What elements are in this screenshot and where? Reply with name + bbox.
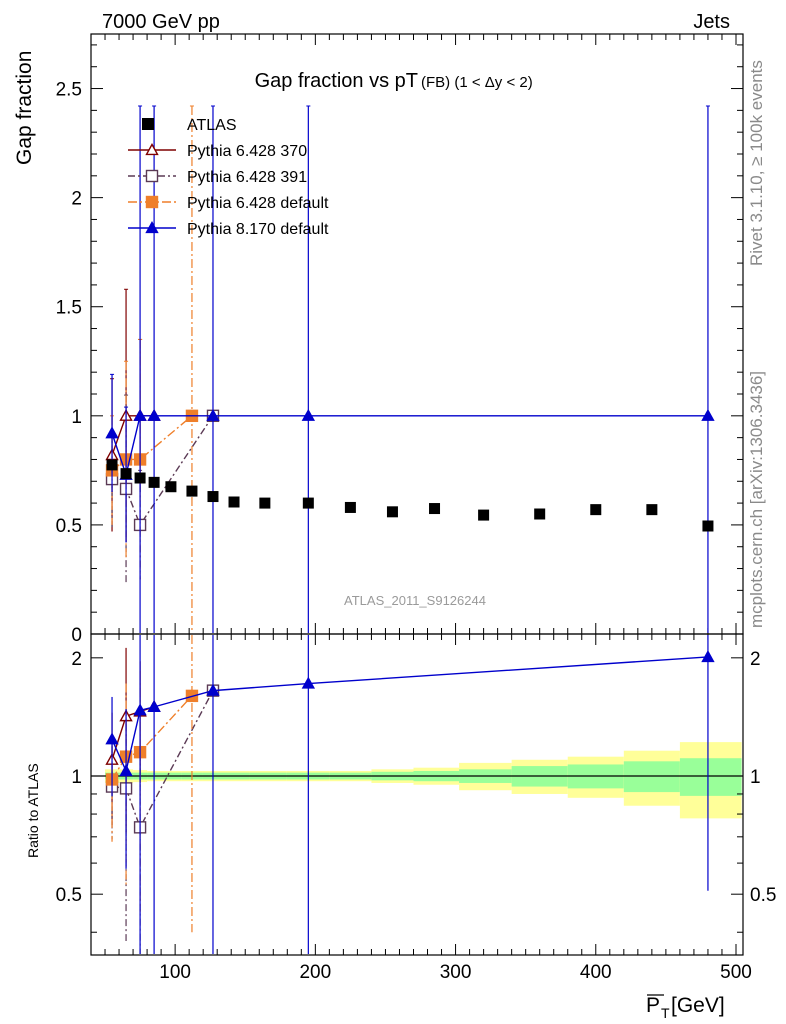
legend-label: Pythia 8.170 default — [187, 221, 329, 238]
series-layer — [105, 105, 715, 954]
series-line-ratio — [111, 656, 708, 774]
atlas-point — [207, 491, 219, 503]
inner-band-bin — [623, 761, 680, 793]
series-ratio-point — [119, 764, 133, 777]
chart-title: Gap fraction vs pT — [255, 70, 418, 92]
legend-marker — [145, 195, 159, 209]
series-point — [147, 408, 161, 421]
legend-label: Pythia 6.428 default — [187, 195, 329, 212]
series-line-ratio — [111, 706, 155, 760]
atlas-point — [702, 520, 714, 532]
series-ratio-point — [147, 699, 161, 712]
atlas-point — [429, 503, 441, 515]
ratio-tick-label-right: 2 — [750, 649, 761, 670]
y-tick-label: 2.5 — [56, 80, 82, 101]
series-ratio-point — [301, 676, 316, 689]
series-line-main — [111, 415, 708, 478]
atlas-point — [534, 508, 546, 520]
ratio-y-axis-label: Ratio to ATLAS — [25, 763, 41, 858]
atlas-point — [120, 468, 132, 480]
y-tick-label-zero: 0 — [71, 625, 82, 646]
atlas-point — [344, 501, 356, 513]
legend-label: Pythia 6.428 391 — [187, 169, 307, 186]
legend-entry-pythia-6-428-391: Pythia 6.428 391 — [128, 169, 307, 186]
atlas-point — [228, 496, 240, 508]
legend-entry-atlas: ATLAS — [142, 117, 237, 134]
analysis-watermark: ATLAS_2011_S9126244 — [344, 593, 486, 608]
series-point — [701, 408, 715, 421]
series-ratio-point — [701, 650, 715, 663]
series-ratio-point — [105, 732, 119, 745]
y-tick-label: 1 — [71, 407, 82, 428]
series-point — [301, 408, 316, 421]
series-line-ratio — [111, 690, 214, 830]
y-tick-label: 2 — [71, 189, 82, 210]
x-tick-label: 500 — [720, 962, 752, 983]
atlas-point — [165, 481, 177, 493]
axes: 100 200 300 400 500 0.5 1 1.5 2 2.5 0 0.5 0.5 1 1 2 2 — [56, 33, 776, 983]
atlas-point — [259, 497, 271, 509]
x-tick-label: 200 — [299, 962, 331, 983]
x-axis-label-unit: [GeV] — [671, 994, 725, 1017]
legend-marker — [145, 221, 159, 234]
series-line-main — [111, 415, 214, 527]
ratio-tick-label-left: 2 — [71, 649, 82, 670]
atlas-point — [148, 476, 160, 488]
series-line-ratio — [111, 695, 193, 780]
ratio-tick-label-right: 0.5 — [750, 885, 776, 906]
series-line-main — [111, 415, 155, 456]
ratio-tick-label-left: 0.5 — [56, 885, 82, 906]
legend-entry-pythia-6-428-default: Pythia 6.428 default — [128, 195, 329, 212]
y-axis-label: Gap fraction — [13, 51, 36, 165]
ratio-tick-label-right: 1 — [750, 767, 761, 788]
x-tick-label: 100 — [159, 962, 191, 983]
series-pythia-6-428-370 — [105, 288, 161, 833]
atlas-point — [186, 485, 198, 497]
legend: ATLAS Pythia 6.428 370 Pythia 6.428 391 Pyt… — [128, 117, 329, 238]
atlas-point — [386, 506, 398, 518]
atlas-point — [302, 497, 314, 509]
y-tick-label: 1.5 — [56, 298, 82, 319]
chart-title-sub: (FB) (1 < Δy < 2) — [421, 74, 533, 91]
header-right: Jets — [693, 11, 730, 33]
series-point — [206, 408, 220, 421]
series-line-main — [111, 415, 193, 471]
legend-label: Pythia 6.428 370 — [187, 143, 307, 160]
series-ratio-point — [206, 683, 220, 696]
series-point — [105, 426, 119, 439]
y-tick-label: 0.5 — [56, 516, 82, 537]
inner-band-bin — [679, 758, 742, 796]
legend-marker — [145, 169, 159, 183]
atlas-data-points — [106, 459, 714, 532]
x-tick-label: 300 — [440, 962, 472, 983]
series-point — [133, 408, 147, 421]
legend-marker — [145, 143, 159, 156]
atlas-point — [106, 459, 118, 471]
rivet-version-label: Rivet 3.1.10, ≥ 100k events — [747, 60, 766, 266]
legend-marker — [142, 118, 154, 130]
ratio-frame — [90, 633, 744, 956]
legend-label: ATLAS — [187, 117, 237, 134]
series-ratio-point — [133, 703, 147, 716]
header-left: 7000 GeV pp — [102, 11, 220, 33]
x-tick-label: 400 — [580, 962, 612, 983]
ratio-tick-label-left: 1 — [71, 767, 82, 788]
x-axis-label-sub: T — [661, 1005, 670, 1021]
data-uncertainty-bands — [105, 742, 742, 819]
atlas-point — [590, 504, 602, 516]
atlas-point — [478, 509, 490, 521]
series-pythia-8-170-default — [105, 105, 715, 954]
x-axis-label-p: P — [646, 994, 660, 1017]
legend-entry-pythia-6-428-370: Pythia 6.428 370 — [128, 143, 307, 160]
atlas-point — [646, 504, 658, 516]
atlas-point — [134, 472, 146, 484]
mcplots-reference-label: mcplots.cern.ch [arXiv:1306.3436] — [747, 370, 766, 628]
legend-entry-pythia-8-170-default: Pythia 8.170 default — [128, 221, 329, 238]
